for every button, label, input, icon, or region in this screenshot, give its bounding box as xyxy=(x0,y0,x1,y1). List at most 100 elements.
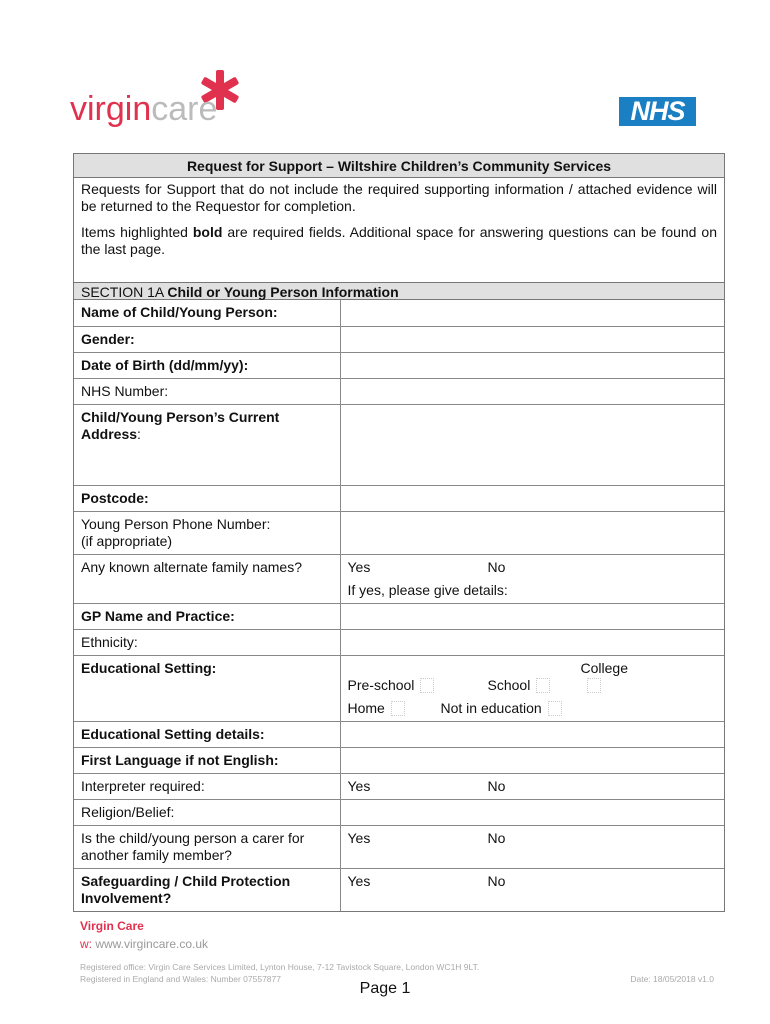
form-row: Date of Birth (dd/mm/yy): xyxy=(74,351,724,378)
field-label: Name of Child/Young Person: xyxy=(74,300,341,326)
no-option[interactable]: No xyxy=(487,829,506,846)
form-intro: Requests for Support that do not include… xyxy=(74,178,724,282)
checkbox[interactable] xyxy=(390,701,405,717)
request-form: Request for Support – Wiltshire Children… xyxy=(73,153,725,912)
t: Interpreter required: xyxy=(81,777,205,794)
field-value[interactable]: Yes No xyxy=(340,772,724,799)
field-label: Is the child/young person a carer for an… xyxy=(74,824,341,868)
field-value[interactable] xyxy=(340,628,724,655)
page-number: Page 1 xyxy=(359,980,411,997)
form-row: Educational Setting details: xyxy=(74,720,724,747)
form-row: Is the child/young person a carer for an… xyxy=(74,824,724,868)
t: w: xyxy=(80,937,92,951)
field-label: Child/Young Person’s Current Address: xyxy=(74,403,341,485)
details-prompt: If yes, please give details: xyxy=(347,581,508,598)
form-row: Interpreter required: Yes No xyxy=(74,772,724,799)
form-row: Safeguarding / Child Protection Involvem… xyxy=(74,867,724,911)
yes-option[interactable]: Yes xyxy=(347,777,371,794)
field-label: Postcode: xyxy=(74,484,341,511)
checkbox[interactable] xyxy=(547,701,562,717)
field-label: First Language if not English: xyxy=(74,746,341,773)
form-row: First Language if not English: xyxy=(74,746,724,773)
t: Educational Setting details: xyxy=(81,725,265,742)
t: Child/Young Person’s Current Address xyxy=(81,408,280,442)
t: : xyxy=(137,425,141,442)
field-value[interactable] xyxy=(340,746,724,773)
checkbox[interactable] xyxy=(536,678,551,694)
field-value[interactable] xyxy=(340,403,724,485)
field-label: GP Name and Practice: xyxy=(74,602,341,629)
t: GP Name and Practice: xyxy=(81,607,235,624)
field-value[interactable] xyxy=(340,300,724,326)
field-label: Any known alternate family names? xyxy=(74,553,341,603)
no-option[interactable]: No xyxy=(487,777,506,794)
t: Registered office: Virgin Care Services … xyxy=(80,962,480,972)
field-label: Safeguarding / Child Protection Involvem… xyxy=(74,867,341,911)
t: Is the child/young person a carer for an… xyxy=(81,829,305,863)
option-label: School xyxy=(487,676,531,693)
t: Safeguarding / Child Protection Involvem… xyxy=(81,872,291,906)
field-value[interactable]: Yes No If yes, please give details: xyxy=(340,553,724,603)
option-label: Not in education xyxy=(440,699,542,716)
option-label: Pre-school xyxy=(347,676,415,693)
field-value[interactable] xyxy=(340,351,724,378)
form-row: Educational Setting: Pre-school School Coll… xyxy=(74,654,724,721)
t: Ethnicity: xyxy=(81,633,138,650)
form-row: Any known alternate family names? Yes No If… xyxy=(74,553,724,603)
form-row: Religion/Belief: xyxy=(74,798,724,825)
option-label: College xyxy=(580,659,628,676)
form-fields: Name of Child/Young Person: Gender: Date o… xyxy=(74,300,724,911)
field-value[interactable] xyxy=(340,510,724,554)
yes-option[interactable]: Yes xyxy=(347,829,371,846)
form-row: GP Name and Practice: xyxy=(74,602,724,629)
t: Religion/Belief: xyxy=(81,803,175,820)
form-row: Gender: xyxy=(74,325,724,352)
field-value[interactable] xyxy=(340,325,724,352)
t: Gender: xyxy=(81,330,135,347)
footer-date: Date: 18/05/2018 v1.0 xyxy=(630,974,714,984)
field-label: Date of Birth (dd/mm/yy): xyxy=(74,351,341,378)
t: Educational Setting: xyxy=(81,659,217,676)
intro-text: Requests for Support that do not include… xyxy=(81,181,717,214)
footer-web: w: www.virgincare.co.uk xyxy=(80,937,720,951)
checkbox[interactable] xyxy=(586,678,601,694)
section-number: SECTION 1A xyxy=(81,284,168,300)
section-header: SECTION 1A Child or Young Person Informa… xyxy=(74,282,724,300)
t: bold xyxy=(192,224,223,240)
form-title: Request for Support – Wiltshire Children… xyxy=(74,154,724,178)
svg-text:virgincare: virgincare xyxy=(70,90,217,128)
field-value[interactable] xyxy=(340,798,724,825)
t: Registered in England and Wales: Number … xyxy=(80,974,281,984)
yes-option[interactable]: Yes xyxy=(347,558,371,575)
checkbox[interactable] xyxy=(420,678,435,694)
t: NHS Number: xyxy=(81,382,169,399)
form-row: Child/Young Person’s Current Address: xyxy=(74,403,724,485)
field-value[interactable]: Yes No xyxy=(340,824,724,868)
field-value[interactable]: Yes No xyxy=(340,867,724,911)
field-label: Interpreter required: xyxy=(74,772,341,799)
no-option[interactable]: No xyxy=(487,872,506,889)
t: Items highlighted xyxy=(81,224,193,240)
t: Any known alternate family names? xyxy=(81,558,302,575)
t: First Language if not English: xyxy=(81,751,279,768)
t: are required fields. Additional space fo… xyxy=(81,224,717,257)
field-label: Educational Setting: xyxy=(74,654,341,721)
form-row: NHS Number: xyxy=(74,377,724,404)
field-value[interactable] xyxy=(340,377,724,404)
yes-option[interactable]: Yes xyxy=(347,872,371,889)
form-row: Name of Child/Young Person: xyxy=(74,300,724,326)
field-label: Religion/Belief: xyxy=(74,798,341,825)
field-value[interactable]: Pre-school School College Home Not in educat… xyxy=(340,654,724,721)
field-value[interactable] xyxy=(340,720,724,747)
form-row: Ethnicity: xyxy=(74,628,724,655)
no-option[interactable]: No xyxy=(487,558,506,575)
t: Young Person Phone Number: xyxy=(81,515,271,532)
section-title: Child or Young Person Information xyxy=(167,284,399,300)
website-link[interactable]: www.virgincare.co.uk xyxy=(95,937,209,951)
t: (if appropriate) xyxy=(81,532,173,549)
form-row: Postcode: xyxy=(74,484,724,511)
field-value[interactable] xyxy=(340,484,724,511)
field-value[interactable] xyxy=(340,602,724,629)
t: Name of Child/Young Person: xyxy=(81,304,278,320)
footer-company: Virgin Care xyxy=(80,919,144,933)
